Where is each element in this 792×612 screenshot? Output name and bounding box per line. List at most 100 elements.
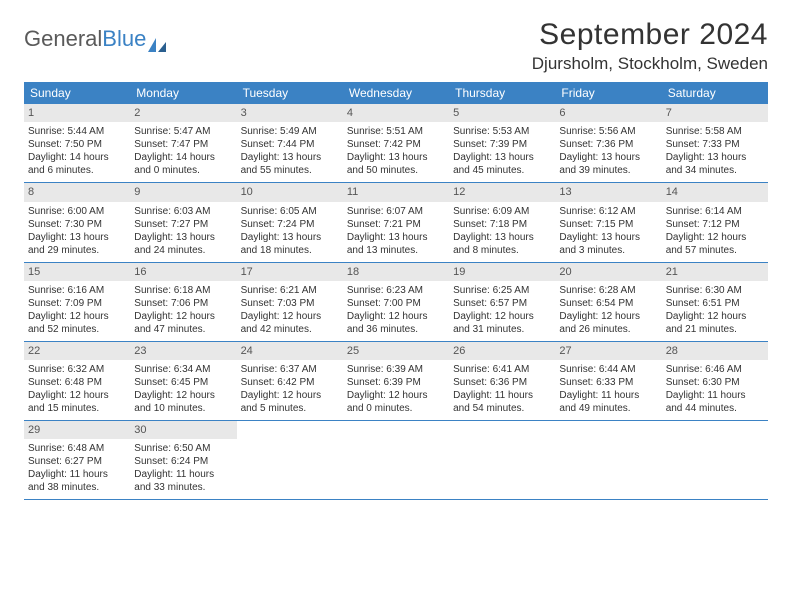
day-number: 7 [662, 104, 768, 122]
day-number: 1 [24, 104, 130, 122]
sunset-text: Sunset: 6:54 PM [559, 297, 657, 310]
sunrise-text: Sunrise: 6:14 AM [666, 205, 764, 218]
daylight-text: Daylight: 11 hours and 38 minutes. [28, 468, 126, 494]
day-cell: 22 Sunrise: 6:32 AMSunset: 6:48 PMDayligh… [24, 342, 130, 420]
sunrise-text: Sunrise: 6:25 AM [453, 284, 551, 297]
week-row: 1Sunrise: 5:44 AMSunset: 7:50 PMDaylight… [24, 104, 768, 183]
sunrise-text: Sunrise: 6:34 AM [134, 363, 232, 376]
day-number: 22 [24, 342, 130, 360]
sunrise-text: Sunrise: 5:44 AM [28, 125, 126, 138]
day-cell: 15Sunrise: 6:16 AMSunset: 7:09 PMDayligh… [24, 263, 130, 341]
day-body: Sunrise: 6:39 AMSunset: 6:39 PMDaylight:… [343, 360, 449, 420]
day-cell: 16Sunrise: 6:18 AMSunset: 7:06 PMDayligh… [130, 263, 236, 341]
day-body: Sunrise: 6:23 AMSunset: 7:00 PMDaylight:… [343, 281, 449, 341]
sunset-text: Sunset: 6:45 PM [134, 376, 232, 389]
daylight-text: Daylight: 12 hours and 5 minutes. [241, 389, 339, 415]
day-body: Sunrise: 5:53 AMSunset: 7:39 PMDaylight:… [449, 122, 555, 182]
sunset-text: Sunset: 7:09 PM [28, 297, 126, 310]
sunset-text: Sunset: 6:48 PM [28, 376, 126, 389]
day-header: Monday [130, 82, 236, 104]
sunset-text: Sunset: 6:27 PM [28, 455, 126, 468]
day-number: 17 [237, 263, 343, 281]
daylight-text: Daylight: 12 hours and 15 minutes. [28, 389, 126, 415]
day-number: 21 [662, 263, 768, 281]
daylight-text: Daylight: 11 hours and 33 minutes. [134, 468, 232, 494]
day-number: 29 [24, 421, 130, 439]
empty-cell [449, 421, 555, 499]
empty-cell [343, 421, 449, 499]
daylight-text: Daylight: 13 hours and 3 minutes. [559, 231, 657, 257]
daylight-text: Daylight: 13 hours and 50 minutes. [347, 151, 445, 177]
day-number: 16 [130, 263, 236, 281]
sunset-text: Sunset: 7:18 PM [453, 218, 551, 231]
sunset-text: Sunset: 7:21 PM [347, 218, 445, 231]
sunset-text: Sunset: 7:47 PM [134, 138, 232, 151]
day-number: 24 [237, 342, 343, 360]
sunset-text: Sunset: 7:03 PM [241, 297, 339, 310]
daylight-text: Daylight: 12 hours and 42 minutes. [241, 310, 339, 336]
day-body: Sunrise: 6:46 AMSunset: 6:30 PMDaylight:… [662, 360, 768, 420]
logo-text-blue: Blue [102, 26, 146, 52]
daylight-text: Daylight: 13 hours and 8 minutes. [453, 231, 551, 257]
day-number: 9 [130, 183, 236, 201]
day-number: 30 [130, 421, 236, 439]
day-number: 25 [343, 342, 449, 360]
day-number: 13 [555, 183, 661, 201]
day-cell: 3Sunrise: 5:49 AMSunset: 7:44 PMDaylight… [237, 104, 343, 182]
day-cell: 27Sunrise: 6:44 AMSunset: 6:33 PMDayligh… [555, 342, 661, 420]
day-number: 4 [343, 104, 449, 122]
sunrise-text: Sunrise: 6:09 AM [453, 205, 551, 218]
day-body: Sunrise: 6:12 AMSunset: 7:15 PMDaylight:… [555, 202, 661, 262]
sunrise-text: Sunrise: 6:12 AM [559, 205, 657, 218]
day-number: 23 [130, 342, 236, 360]
sunset-text: Sunset: 6:51 PM [666, 297, 764, 310]
sunrise-text: Sunrise: 6:39 AM [347, 363, 445, 376]
day-body: Sunrise: 6:48 AMSunset: 6:27 PMDaylight:… [24, 439, 130, 499]
day-number: 18 [343, 263, 449, 281]
sunrise-text: Sunrise: 6:00 AM [28, 205, 126, 218]
day-cell: 6Sunrise: 5:56 AMSunset: 7:36 PMDaylight… [555, 104, 661, 182]
day-body: Sunrise: 5:56 AMSunset: 7:36 PMDaylight:… [555, 122, 661, 182]
sunrise-text: Sunrise: 6:44 AM [559, 363, 657, 376]
sunrise-text: Sunrise: 5:53 AM [453, 125, 551, 138]
header: GeneralBlue September 2024 Djursholm, St… [24, 18, 768, 74]
title-block: September 2024 Djursholm, Stockholm, Swe… [532, 18, 768, 74]
week-row: 29Sunrise: 6:48 AMSunset: 6:27 PMDayligh… [24, 421, 768, 500]
daylight-text: Daylight: 13 hours and 55 minutes. [241, 151, 339, 177]
day-body: Sunrise: 6:14 AMSunset: 7:12 PMDaylight:… [662, 202, 768, 262]
day-body: Sunrise: 6:41 AMSunset: 6:36 PMDaylight:… [449, 360, 555, 420]
sunrise-text: Sunrise: 5:58 AM [666, 125, 764, 138]
daylight-text: Daylight: 12 hours and 10 minutes. [134, 389, 232, 415]
day-body: Sunrise: 6:44 AMSunset: 6:33 PMDaylight:… [555, 360, 661, 420]
day-body: Sunrise: 5:44 AMSunset: 7:50 PMDaylight:… [24, 122, 130, 182]
sunrise-text: Sunrise: 6:03 AM [134, 205, 232, 218]
daylight-text: Daylight: 12 hours and 0 minutes. [347, 389, 445, 415]
day-body: Sunrise: 5:51 AMSunset: 7:42 PMDaylight:… [343, 122, 449, 182]
day-cell: 28Sunrise: 6:46 AMSunset: 6:30 PMDayligh… [662, 342, 768, 420]
daylight-text: Daylight: 13 hours and 24 minutes. [134, 231, 232, 257]
sunrise-text: Sunrise: 5:56 AM [559, 125, 657, 138]
day-body: Sunrise: 6:25 AMSunset: 6:57 PMDaylight:… [449, 281, 555, 341]
day-number: 5 [449, 104, 555, 122]
day-number: 12 [449, 183, 555, 201]
day-number: 8 [24, 183, 130, 201]
day-cell: 29Sunrise: 6:48 AMSunset: 6:27 PMDayligh… [24, 421, 130, 499]
daylight-text: Daylight: 13 hours and 13 minutes. [347, 231, 445, 257]
day-number: 2 [130, 104, 236, 122]
day-cell: 23 Sunrise: 6:34 AMSunset: 6:45 PMDayligh… [130, 342, 236, 420]
sunrise-text: Sunrise: 6:32 AM [28, 363, 126, 376]
day-body: Sunrise: 6:03 AMSunset: 7:27 PMDaylight:… [130, 202, 236, 262]
day-headers-row: SundayMondayTuesdayWednesdayThursdayFrid… [24, 82, 768, 104]
daylight-text: Daylight: 11 hours and 44 minutes. [666, 389, 764, 415]
daylight-text: Daylight: 12 hours and 47 minutes. [134, 310, 232, 336]
sunset-text: Sunset: 6:24 PM [134, 455, 232, 468]
daylight-text: Daylight: 12 hours and 52 minutes. [28, 310, 126, 336]
day-cell: 2Sunrise: 5:47 AMSunset: 7:47 PMDaylight… [130, 104, 236, 182]
day-number: 10 [237, 183, 343, 201]
sunrise-text: Sunrise: 6:07 AM [347, 205, 445, 218]
sunrise-text: Sunrise: 6:50 AM [134, 442, 232, 455]
day-cell: 19Sunrise: 6:25 AMSunset: 6:57 PMDayligh… [449, 263, 555, 341]
day-cell: 10Sunrise: 6:05 AMSunset: 7:24 PMDayligh… [237, 183, 343, 261]
day-body: Sunrise: 6:07 AMSunset: 7:21 PMDaylight:… [343, 202, 449, 262]
day-number: 28 [662, 342, 768, 360]
